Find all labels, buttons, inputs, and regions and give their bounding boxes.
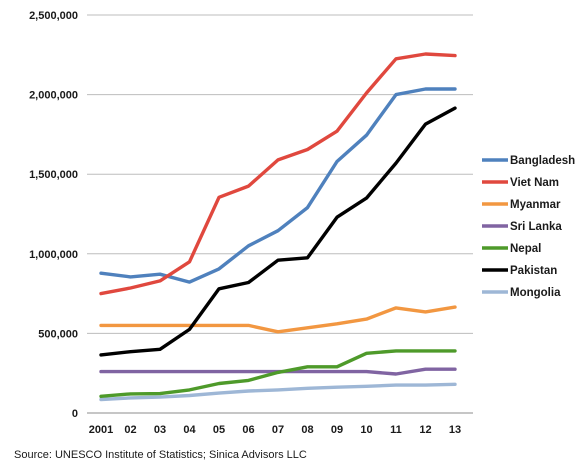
x-tick-label: 13 xyxy=(449,424,461,436)
x-tick-label: 08 xyxy=(301,424,313,436)
legend-label: Bangladesh xyxy=(510,155,575,167)
y-tick-label: 2,500,000 xyxy=(29,10,78,22)
series-line-mongolia xyxy=(99,382,457,402)
series-line-bangladesh xyxy=(99,87,457,284)
series-line-viet-nam xyxy=(99,52,457,296)
y-axis-ticks: 0 500,000 1,000,000 1,500,000 2,000,000 2,500… xyxy=(29,10,78,420)
x-tick-label: 2001 xyxy=(89,424,113,436)
legend-label: Myanmar xyxy=(510,199,561,211)
source-note: Source: UNESCO Institute of Statistics; … xyxy=(14,449,307,461)
legend-label: Pakistan xyxy=(510,265,557,277)
legend-label: Viet Nam xyxy=(510,177,559,189)
legend-label: Nepal xyxy=(510,243,541,255)
line-chart: 0 500,000 1,000,000 1,500,000 2,000,000 2,500… xyxy=(29,10,575,436)
gridlines xyxy=(87,14,473,414)
x-tick-label: 02 xyxy=(124,424,136,436)
series-line-myanmar xyxy=(99,305,457,334)
legend: Bangladesh Viet Nam Myanmar Sri Lanka Nepal P… xyxy=(482,155,575,299)
x-tick-label: 07 xyxy=(272,424,284,436)
y-tick-label: 1,500,000 xyxy=(29,169,78,181)
x-tick-label: 09 xyxy=(331,424,343,436)
legend-label: Sri Lanka xyxy=(510,221,562,233)
x-tick-label: 11 xyxy=(390,424,402,436)
y-tick-label: 500,000 xyxy=(38,328,78,340)
y-tick-label: 1,000,000 xyxy=(29,249,78,261)
legend-label: Mongolia xyxy=(510,287,561,299)
series-lines xyxy=(99,52,457,402)
x-tick-label: 12 xyxy=(419,424,431,436)
x-tick-label: 05 xyxy=(213,424,225,436)
x-tick-label: 04 xyxy=(183,424,196,436)
x-axis-ticks: 2001 02 03 04 05 06 07 08 09 10 11 12 13 xyxy=(89,424,461,436)
x-tick-label: 10 xyxy=(360,424,372,436)
series-line-pakistan xyxy=(99,106,457,357)
x-tick-label: 03 xyxy=(154,424,166,436)
series-line-nepal xyxy=(99,349,457,398)
y-tick-label: 0 xyxy=(72,408,78,420)
y-tick-label: 2,000,000 xyxy=(29,90,78,102)
x-tick-label: 06 xyxy=(242,424,254,436)
